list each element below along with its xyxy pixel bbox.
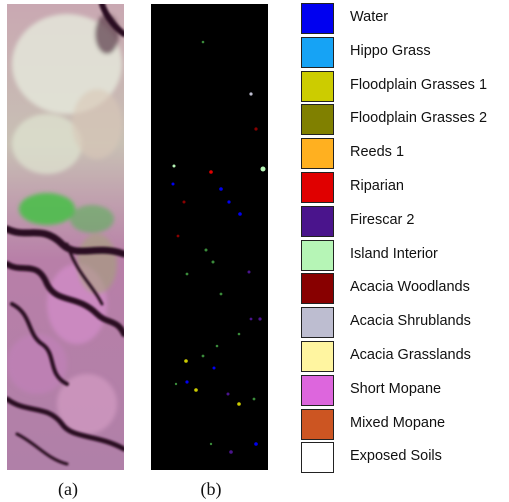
legend-label: Riparian xyxy=(350,178,404,194)
legend-swatch xyxy=(301,307,334,339)
legend-item: Acacia Shrublands xyxy=(301,307,506,340)
caption-a: (a) xyxy=(58,479,78,499)
legend-item: Reeds 1 xyxy=(301,138,506,171)
legend-item: Short Mopane xyxy=(301,374,506,408)
legend-label: Firescar 2 xyxy=(350,211,415,228)
legend-swatch xyxy=(301,341,334,372)
legend-label: Exposed Soils xyxy=(350,448,442,465)
legend-swatch xyxy=(301,408,334,440)
legend-swatch xyxy=(301,273,334,305)
legend-item: Hippo Grass xyxy=(301,36,506,70)
legend-label: Island Interior xyxy=(350,245,438,262)
legend-swatch xyxy=(301,36,334,68)
legend-item: Island Interior xyxy=(301,239,506,273)
legend-label: Mixed Mopane xyxy=(350,414,446,431)
legend-swatch xyxy=(301,104,334,136)
legend-swatch xyxy=(301,442,334,474)
legend-label: Acacia Shrublands xyxy=(350,313,471,330)
legend-swatch xyxy=(301,70,334,102)
legend-item: Firescar 2 xyxy=(301,205,506,239)
ground-truth-map xyxy=(151,4,268,470)
legend-label: Short Mopane xyxy=(350,380,442,397)
satellite-image xyxy=(7,4,124,470)
legend-swatch xyxy=(301,239,334,271)
legend-label: Acacia Woodlands xyxy=(350,279,470,296)
legend: Water Hippo Grass Floodplain Grasses 1 Floo… xyxy=(301,3,506,474)
legend-item: Floodplain Grasses 2 xyxy=(301,104,506,137)
legend-swatch xyxy=(301,172,334,203)
legend-item: Acacia Woodlands xyxy=(301,273,506,306)
legend-swatch xyxy=(301,138,334,170)
legend-swatch xyxy=(301,3,334,34)
legend-item: Acacia Grasslands xyxy=(301,341,506,374)
legend-swatch xyxy=(301,205,334,237)
legend-label: Acacia Grasslands xyxy=(350,347,471,363)
legend-item: Water xyxy=(301,3,506,36)
legend-item: Riparian xyxy=(301,172,506,205)
legend-item: Exposed Soils xyxy=(301,442,506,475)
legend-item: Mixed Mopane xyxy=(301,408,506,442)
legend-label: Water xyxy=(350,9,389,25)
caption-b: (b) xyxy=(200,479,222,499)
legend-label: Floodplain Grasses 2 xyxy=(350,110,488,127)
legend-swatch xyxy=(301,374,334,406)
legend-label: Floodplain Grasses 1 xyxy=(350,76,488,93)
legend-label: Hippo Grass xyxy=(350,42,431,59)
legend-item: Floodplain Grasses 1 xyxy=(301,70,506,104)
legend-label: Reeds 1 xyxy=(350,144,405,161)
